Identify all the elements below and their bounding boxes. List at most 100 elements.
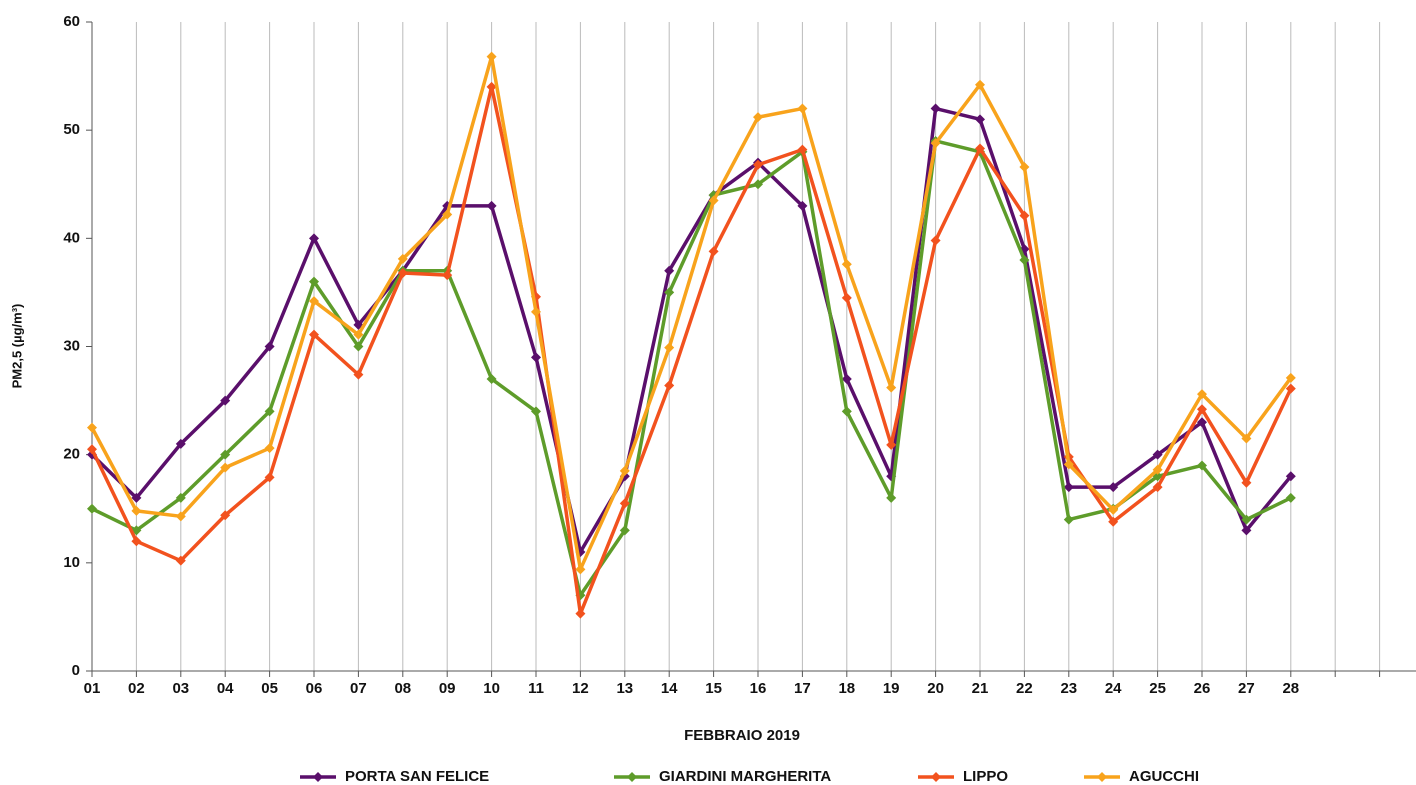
point-marker xyxy=(1241,477,1252,488)
point-marker xyxy=(797,200,808,211)
point-marker xyxy=(575,564,586,575)
x-tick-label: 18 xyxy=(838,680,855,697)
legend-marker xyxy=(627,772,637,782)
point-marker xyxy=(619,525,630,536)
point-marker xyxy=(1019,254,1030,265)
x-tick-label: 24 xyxy=(1105,680,1122,697)
y-tick-label: 30 xyxy=(63,337,80,354)
point-marker xyxy=(708,246,719,257)
point-marker xyxy=(486,200,497,211)
point-marker xyxy=(1063,459,1074,470)
x-tick-label: 10 xyxy=(483,680,500,697)
point-marker xyxy=(619,498,630,509)
point-marker xyxy=(264,406,275,417)
point-marker xyxy=(87,444,97,455)
y-tick-label: 40 xyxy=(63,229,80,246)
x-tick-label: 28 xyxy=(1282,680,1299,697)
point-marker xyxy=(1152,449,1163,460)
point-marker xyxy=(353,369,364,380)
point-marker xyxy=(975,143,985,154)
point-marker xyxy=(175,511,186,522)
x-tick-label: 16 xyxy=(750,680,767,697)
point-marker xyxy=(1241,525,1252,536)
point-marker xyxy=(531,406,541,417)
point-marker xyxy=(353,341,364,352)
point-marker xyxy=(753,159,763,170)
point-marker xyxy=(797,103,808,114)
point-marker xyxy=(397,253,408,264)
x-tick-label: 06 xyxy=(306,680,323,697)
x-tick-label: 23 xyxy=(1060,680,1077,697)
legend-marker xyxy=(1097,772,1107,782)
point-marker xyxy=(664,265,675,276)
point-marker xyxy=(664,380,675,391)
point-marker xyxy=(131,492,142,503)
legend-label: GIARDINI MARGHERITA xyxy=(659,768,831,785)
x-tick-label: 13 xyxy=(616,680,633,697)
point-marker xyxy=(131,505,142,516)
y-tick-label: 0 xyxy=(72,662,80,679)
point-marker xyxy=(220,510,231,521)
point-marker xyxy=(841,373,852,384)
point-marker xyxy=(886,439,897,450)
point-marker xyxy=(1019,161,1030,172)
point-marker xyxy=(886,492,897,503)
point-marker xyxy=(309,233,319,244)
series-line xyxy=(90,85,1293,616)
legend-label: LIPPO xyxy=(963,768,1008,785)
point-marker xyxy=(975,79,985,90)
point-marker xyxy=(175,492,186,503)
point-marker xyxy=(175,555,186,566)
x-tick-label: 21 xyxy=(972,680,989,697)
x-tick-label: 12 xyxy=(572,680,589,697)
point-marker xyxy=(975,114,985,125)
point-marker xyxy=(1108,482,1119,493)
point-marker xyxy=(1197,460,1207,471)
point-marker xyxy=(1241,433,1252,444)
point-marker xyxy=(797,144,808,155)
point-marker xyxy=(1152,482,1163,493)
point-marker xyxy=(841,406,852,417)
x-axis-label: FEBBRAIO 2019 xyxy=(684,727,800,744)
x-tick-label: 17 xyxy=(794,680,811,697)
point-marker xyxy=(1108,516,1119,527)
point-marker xyxy=(1241,514,1252,525)
point-marker xyxy=(930,103,941,114)
point-marker xyxy=(309,276,319,287)
point-marker xyxy=(442,209,453,220)
point-marker xyxy=(1197,404,1207,415)
point-marker xyxy=(131,536,142,547)
x-tick-label: 25 xyxy=(1149,680,1166,697)
legend-label: PORTA SAN FELICE xyxy=(345,768,489,785)
point-marker xyxy=(841,259,852,270)
point-marker xyxy=(220,449,231,460)
point-marker xyxy=(175,438,186,449)
x-tick-label: 07 xyxy=(350,680,367,697)
x-tick-label: 05 xyxy=(261,680,278,697)
point-marker xyxy=(531,352,541,363)
x-tick-label: 22 xyxy=(1016,680,1033,697)
point-marker xyxy=(1063,482,1074,493)
point-marker xyxy=(1285,492,1296,503)
series-line xyxy=(90,54,1293,572)
x-tick-label: 26 xyxy=(1194,680,1211,697)
point-marker xyxy=(486,373,497,384)
point-marker xyxy=(1063,514,1074,525)
x-tick-label: 01 xyxy=(84,680,101,697)
y-tick-label: 50 xyxy=(63,121,80,138)
point-marker xyxy=(575,608,586,619)
point-marker xyxy=(1285,471,1296,482)
x-tick-label: 09 xyxy=(439,680,456,697)
point-marker xyxy=(886,382,897,393)
point-marker xyxy=(753,112,763,123)
legend-label: AGUCCHI xyxy=(1129,768,1199,785)
legend-marker xyxy=(313,772,323,782)
point-marker xyxy=(264,443,275,454)
x-tick-label: 11 xyxy=(528,680,544,697)
point-marker xyxy=(708,195,719,206)
x-tick-label: 19 xyxy=(883,680,900,697)
point-marker xyxy=(486,51,497,62)
y-tick-label: 20 xyxy=(63,446,80,463)
